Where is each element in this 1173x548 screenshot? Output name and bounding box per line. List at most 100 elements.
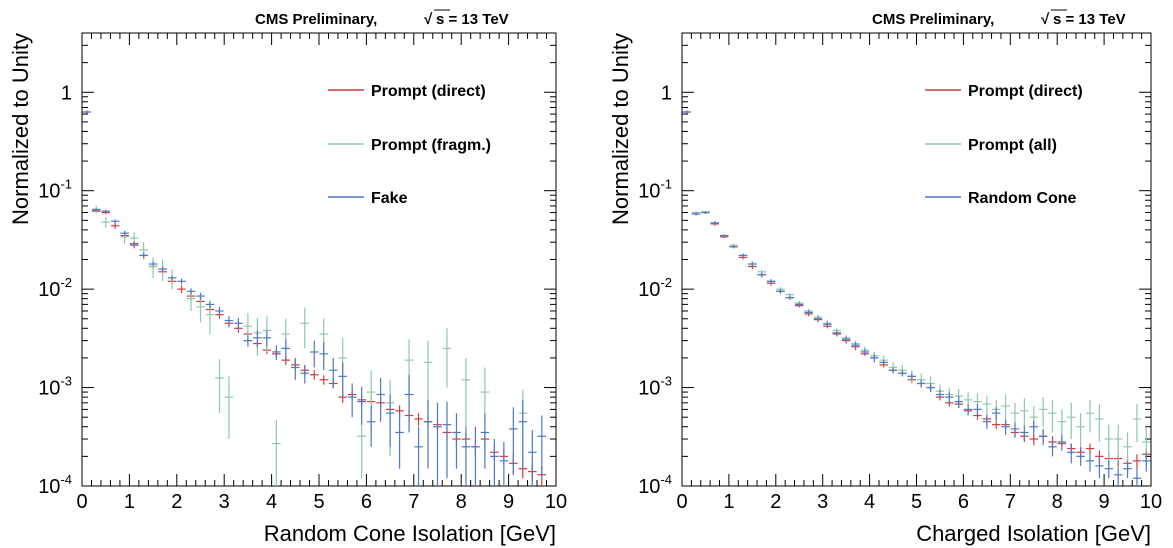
data-point bbox=[537, 415, 547, 479]
data-point bbox=[1020, 425, 1029, 441]
data-point bbox=[795, 302, 804, 307]
y-tick-label: 10-3 bbox=[38, 374, 72, 400]
data-point bbox=[1104, 460, 1114, 479]
x-tick-label: 7 bbox=[408, 491, 419, 513]
series-fake bbox=[82, 110, 547, 486]
data-point bbox=[1132, 454, 1142, 469]
data-point bbox=[357, 415, 366, 479]
data-point bbox=[499, 441, 509, 486]
legend-label: Fake bbox=[371, 190, 408, 207]
data-point bbox=[945, 392, 954, 403]
x-tick-label: 1 bbox=[124, 491, 135, 513]
data-point bbox=[766, 279, 776, 284]
legend-label: Prompt (direct) bbox=[968, 83, 1083, 100]
y-tick-label: 1 bbox=[661, 82, 672, 104]
data-point bbox=[1038, 397, 1048, 427]
data-point bbox=[281, 339, 291, 361]
energy-root-sign: √ bbox=[424, 11, 433, 28]
data-point bbox=[1029, 433, 1038, 446]
data-point bbox=[300, 364, 310, 384]
energy-label: s = 13 TeV bbox=[1053, 11, 1126, 28]
data-point bbox=[776, 289, 785, 294]
data-point bbox=[907, 373, 917, 380]
data-point bbox=[1095, 456, 1104, 479]
data-point bbox=[205, 300, 215, 309]
series-prompt-direct bbox=[82, 110, 547, 486]
data-point bbox=[91, 208, 101, 212]
data-point bbox=[738, 253, 748, 258]
data-point bbox=[1085, 399, 1095, 433]
data-point bbox=[1048, 439, 1057, 457]
data-point bbox=[701, 211, 710, 214]
data-point bbox=[309, 370, 319, 380]
x-tick-label: 4 bbox=[864, 491, 875, 513]
data-point bbox=[291, 357, 300, 380]
data-point bbox=[338, 362, 347, 398]
data-point bbox=[196, 295, 205, 323]
x-tick-label: 8 bbox=[1052, 491, 1063, 513]
data-point bbox=[954, 396, 963, 409]
series-prompt-fragm bbox=[91, 205, 528, 486]
data-point bbox=[442, 401, 452, 479]
data-point bbox=[1123, 460, 1132, 479]
data-point bbox=[509, 407, 518, 475]
data-point bbox=[423, 340, 433, 410]
data-point bbox=[719, 234, 729, 237]
data-point bbox=[224, 316, 234, 326]
data-point bbox=[832, 330, 841, 336]
data-point bbox=[1067, 443, 1076, 464]
data-point bbox=[1085, 452, 1095, 472]
x-tick-label: 6 bbox=[361, 491, 372, 513]
data-point bbox=[110, 219, 120, 223]
data-point bbox=[691, 212, 701, 216]
data-point bbox=[452, 413, 461, 469]
y-axis-ticks: 10-4 10-3 10-2 10-1 1 bbox=[638, 32, 1151, 498]
x-tick-label: 10 bbox=[545, 491, 567, 513]
series-prompt-all bbox=[682, 110, 1151, 469]
x-tick-label: 5 bbox=[313, 491, 324, 513]
legend-label: Prompt (all) bbox=[968, 137, 1057, 154]
data-point bbox=[272, 345, 281, 361]
data-point bbox=[1113, 424, 1123, 461]
data-point bbox=[1113, 465, 1123, 486]
data-point bbox=[1095, 404, 1104, 442]
x-tick-label: 0 bbox=[676, 491, 687, 513]
energy-label: s = 13 TeV bbox=[436, 11, 509, 28]
data-point bbox=[1001, 419, 1010, 435]
data-point bbox=[804, 310, 813, 315]
y-tick-label: 10-2 bbox=[38, 275, 72, 301]
legend-item: Random Cone bbox=[925, 190, 1077, 207]
data-point bbox=[841, 336, 851, 343]
x-tick-label: 9 bbox=[503, 491, 514, 513]
y-tick-label: 10-1 bbox=[638, 177, 672, 203]
data-point bbox=[262, 330, 272, 347]
y-tick-label: 10-4 bbox=[38, 472, 72, 498]
x-tick-label: 3 bbox=[219, 491, 230, 513]
x-tick-label: 3 bbox=[817, 491, 828, 513]
legend-item: Prompt (direct) bbox=[925, 83, 1083, 100]
data-point bbox=[366, 405, 376, 447]
legend: Prompt (direct) Prompt (all) Random Cone bbox=[925, 83, 1083, 207]
x-tick-label: 2 bbox=[171, 491, 182, 513]
data-point bbox=[757, 272, 766, 278]
data-point bbox=[101, 209, 110, 213]
data-point bbox=[1029, 420, 1038, 434]
data-point bbox=[1132, 468, 1142, 486]
data-point bbox=[148, 261, 158, 267]
y-tick-label: 10-3 bbox=[638, 374, 672, 400]
data-point bbox=[748, 261, 757, 267]
data-point bbox=[461, 357, 471, 427]
data-point bbox=[1076, 413, 1085, 447]
data-point bbox=[1057, 434, 1067, 451]
x-axis-title: Random Cone Isolation [GeV] bbox=[264, 521, 556, 546]
legend-label: Prompt (direct) bbox=[371, 83, 486, 100]
data-point bbox=[926, 383, 935, 393]
cms-header-label: CMS Preliminary, bbox=[872, 11, 994, 28]
data-point bbox=[992, 407, 1001, 420]
data-point bbox=[148, 257, 158, 278]
x-tick-label: 7 bbox=[1005, 491, 1016, 513]
data-point bbox=[224, 376, 234, 440]
data-series bbox=[682, 110, 1151, 486]
data-point bbox=[319, 375, 329, 385]
